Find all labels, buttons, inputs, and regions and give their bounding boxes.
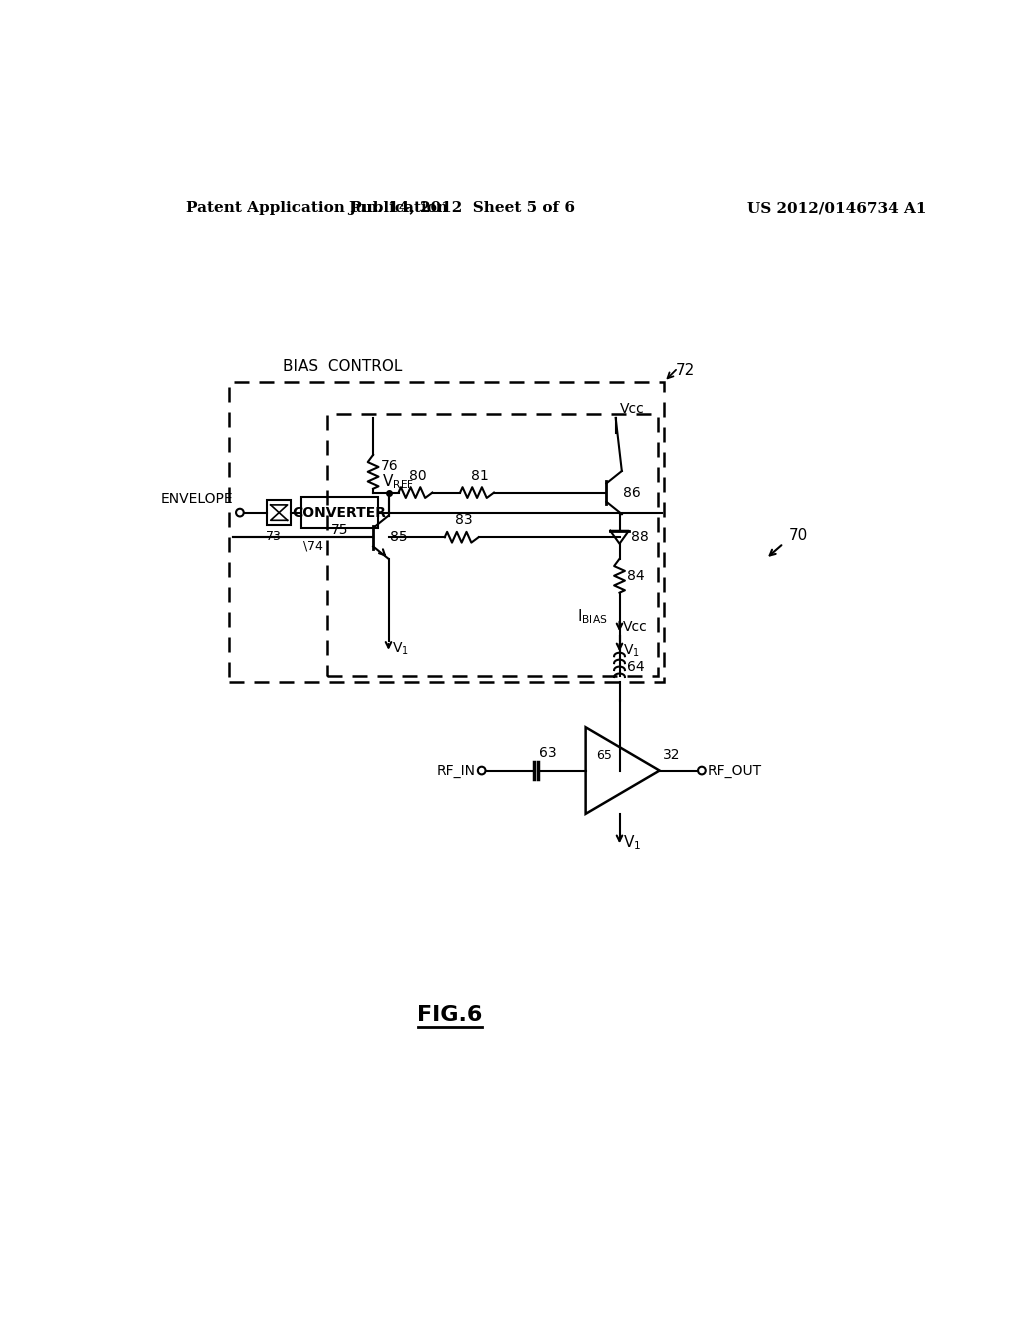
Text: Jun. 14, 2012  Sheet 5 of 6: Jun. 14, 2012 Sheet 5 of 6 [348,202,575,215]
Text: V$_1$: V$_1$ [624,643,640,659]
Text: 81: 81 [471,469,488,483]
Text: 88: 88 [631,531,649,544]
Text: ENVELOPE: ENVELOPE [161,492,233,506]
Text: 75: 75 [331,523,348,536]
Text: 83: 83 [456,513,473,527]
Text: 84: 84 [628,569,645,582]
Text: I$_{\mathsf{BIAS}}$: I$_{\mathsf{BIAS}}$ [578,607,608,626]
Text: RF_OUT: RF_OUT [708,763,762,777]
Text: BIAS  CONTROL: BIAS CONTROL [283,359,402,374]
Bar [301,498,378,528]
Text: RF_IN: RF_IN [436,763,475,777]
Text: CONVERTER: CONVERTER [292,506,386,520]
Text: V$_{\mathsf{REF}}$: V$_{\mathsf{REF}}$ [382,473,415,491]
Text: FIG.6: FIG.6 [418,1005,482,1024]
Text: 80: 80 [410,469,427,483]
Text: 72: 72 [676,363,695,378]
Text: 70: 70 [788,528,808,544]
Text: 63: 63 [540,746,557,760]
Text: US 2012/0146734 A1: US 2012/0146734 A1 [746,202,926,215]
Text: $\mathsf{\backslash 74}$: $\mathsf{\backslash 74}$ [302,539,324,553]
Text: $\mathsf{73}$: $\mathsf{73}$ [265,529,283,543]
Text: 86: 86 [624,486,641,499]
Text: V$_1$: V$_1$ [392,640,410,657]
Text: Vcc: Vcc [620,403,644,416]
Text: 76: 76 [381,458,398,473]
Text: 85: 85 [390,531,408,544]
Text: Patent Application Publication: Patent Application Publication [186,202,449,215]
Bar [267,500,292,525]
Bar [327,414,658,676]
Text: Vcc: Vcc [624,620,648,635]
Text: 32: 32 [663,748,680,762]
Bar [229,381,665,682]
Text: V$_1$: V$_1$ [624,834,642,853]
Text: 64: 64 [628,660,645,673]
Text: 65: 65 [596,748,611,762]
